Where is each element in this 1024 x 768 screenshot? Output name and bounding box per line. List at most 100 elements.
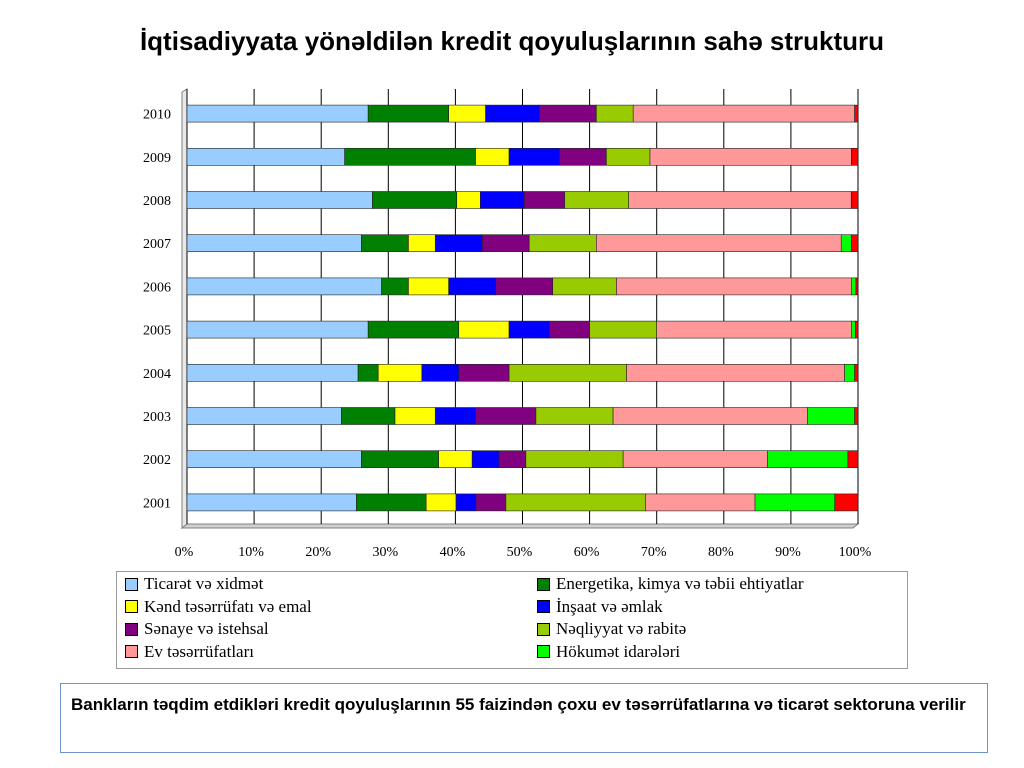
bar-segment <box>356 493 427 512</box>
legend-item: Ev təsərrüfatları <box>125 641 254 663</box>
y-tick-label: 2001 <box>143 496 171 511</box>
bar-segment <box>850 320 856 339</box>
x-tick-label: 30% <box>372 545 398 560</box>
bar-segment <box>377 363 423 382</box>
x-tick-label: 20% <box>305 545 331 560</box>
legend-label: Energetika, kimya və təbii ehtiyatlar <box>556 574 804 593</box>
bar-segment <box>508 148 560 166</box>
bar-segment <box>854 363 859 382</box>
bar-segment <box>855 277 859 296</box>
bar-segment <box>840 234 852 252</box>
x-tick-label: 0% <box>175 545 194 560</box>
x-tick-label: 40% <box>440 545 466 560</box>
bar-segment <box>421 363 460 382</box>
legend-item: Kənd təsərrüfatı və emal <box>125 596 312 618</box>
axis-wall <box>181 88 188 530</box>
bar-segment <box>408 277 449 296</box>
bar-segment <box>186 104 369 123</box>
bar-segment <box>754 493 836 512</box>
x-tick-label: 50% <box>507 545 533 560</box>
legend-label: Ticarət və xidmət <box>144 574 264 593</box>
bar-segment <box>475 407 537 425</box>
bar-segment <box>361 450 439 469</box>
bar-segment <box>807 407 855 425</box>
bar-segment <box>394 407 436 425</box>
legend-item: Sənaye və istehsal <box>125 618 269 640</box>
bar-segment <box>186 148 345 166</box>
bar-segment <box>649 148 852 166</box>
y-tick-label: 2010 <box>143 108 171 123</box>
bar-segment <box>186 450 362 469</box>
bar-segment <box>186 493 357 512</box>
bar-segment <box>645 493 756 512</box>
bar-segment <box>434 407 476 425</box>
bar-segment <box>622 450 768 469</box>
bar-segment <box>525 450 624 469</box>
bar-segment <box>475 148 510 166</box>
stacked-bar-chart: 0% 10% 20% 30% 40% 50% 60% 70% 80% 90% 100% 2010 200… <box>143 88 872 560</box>
legend-label: Hökumət idarələri <box>556 641 681 661</box>
bar-segment <box>458 363 510 382</box>
x-tick-label: 10% <box>238 545 264 560</box>
legend-swatch <box>537 600 550 613</box>
x-tick-label: 70% <box>641 545 667 560</box>
bar-segment <box>485 104 540 123</box>
x-tick-label: 80% <box>708 545 734 560</box>
bar-segment <box>186 407 342 425</box>
bar-segment <box>508 320 550 339</box>
legend-swatch <box>125 577 138 591</box>
bar-segment <box>480 191 525 209</box>
legend-label: Nəqliyyat və rabitə <box>556 619 687 638</box>
legend-swatch <box>125 600 138 613</box>
legend-swatch <box>537 622 550 636</box>
legend-label: Kənd təsərrüfatı və emal <box>144 596 312 616</box>
bar-segment <box>564 191 630 209</box>
bar-segment <box>481 234 530 252</box>
bar-segment <box>505 493 646 512</box>
bar-segment <box>834 493 859 512</box>
bar-segment <box>552 277 617 296</box>
bar-segment <box>855 320 859 339</box>
bar-segment <box>458 320 510 339</box>
legend-label: İnşaat və əmlak <box>556 596 663 616</box>
bar-segment <box>498 450 527 469</box>
bar-segment <box>847 450 859 469</box>
bar-segment <box>344 148 476 166</box>
bar-segment <box>448 277 496 296</box>
y-tick-label: 2003 <box>143 410 171 425</box>
page-title: İqtisadiyyata yönəldilən kredit qoyuluşl… <box>139 26 885 56</box>
bar-segment <box>341 407 396 425</box>
bar-segment <box>372 191 458 209</box>
bar-segment <box>456 191 481 209</box>
bar-segment <box>612 407 808 425</box>
bar-segment <box>844 363 855 382</box>
bar-segment <box>357 363 379 382</box>
bar-segment <box>850 148 859 166</box>
bar-segment <box>186 191 373 209</box>
bar-segment <box>471 450 500 469</box>
y-tick-label: 2006 <box>143 280 171 295</box>
legend-label: Ev təsərrüfatları <box>144 641 254 661</box>
legend-swatch <box>537 645 550 658</box>
y-tick-label: 2004 <box>143 367 171 382</box>
bar-segment <box>186 277 382 296</box>
bar-segment <box>549 320 590 339</box>
bar-segment <box>626 363 845 382</box>
y-tick-label: 2002 <box>143 453 171 468</box>
bar-segment <box>186 363 359 382</box>
bar-segment <box>523 191 565 209</box>
bar-segment <box>632 104 855 123</box>
bar-segment <box>854 104 859 123</box>
x-tick-label: 90% <box>775 545 801 560</box>
x-tick-label: 100% <box>839 545 872 560</box>
legend-swatch <box>537 577 550 591</box>
y-tick-label: 2005 <box>143 324 171 339</box>
bar-segment <box>596 234 842 252</box>
bar-segment <box>186 234 362 252</box>
axis-floor <box>180 523 860 529</box>
bar-segment <box>361 234 409 252</box>
bar-segment <box>528 234 597 252</box>
legend-swatch <box>125 645 138 658</box>
legend-item: Energetika, kimya və təbii ehtiyatlar <box>537 573 804 595</box>
y-tick-label: 2008 <box>143 194 171 209</box>
